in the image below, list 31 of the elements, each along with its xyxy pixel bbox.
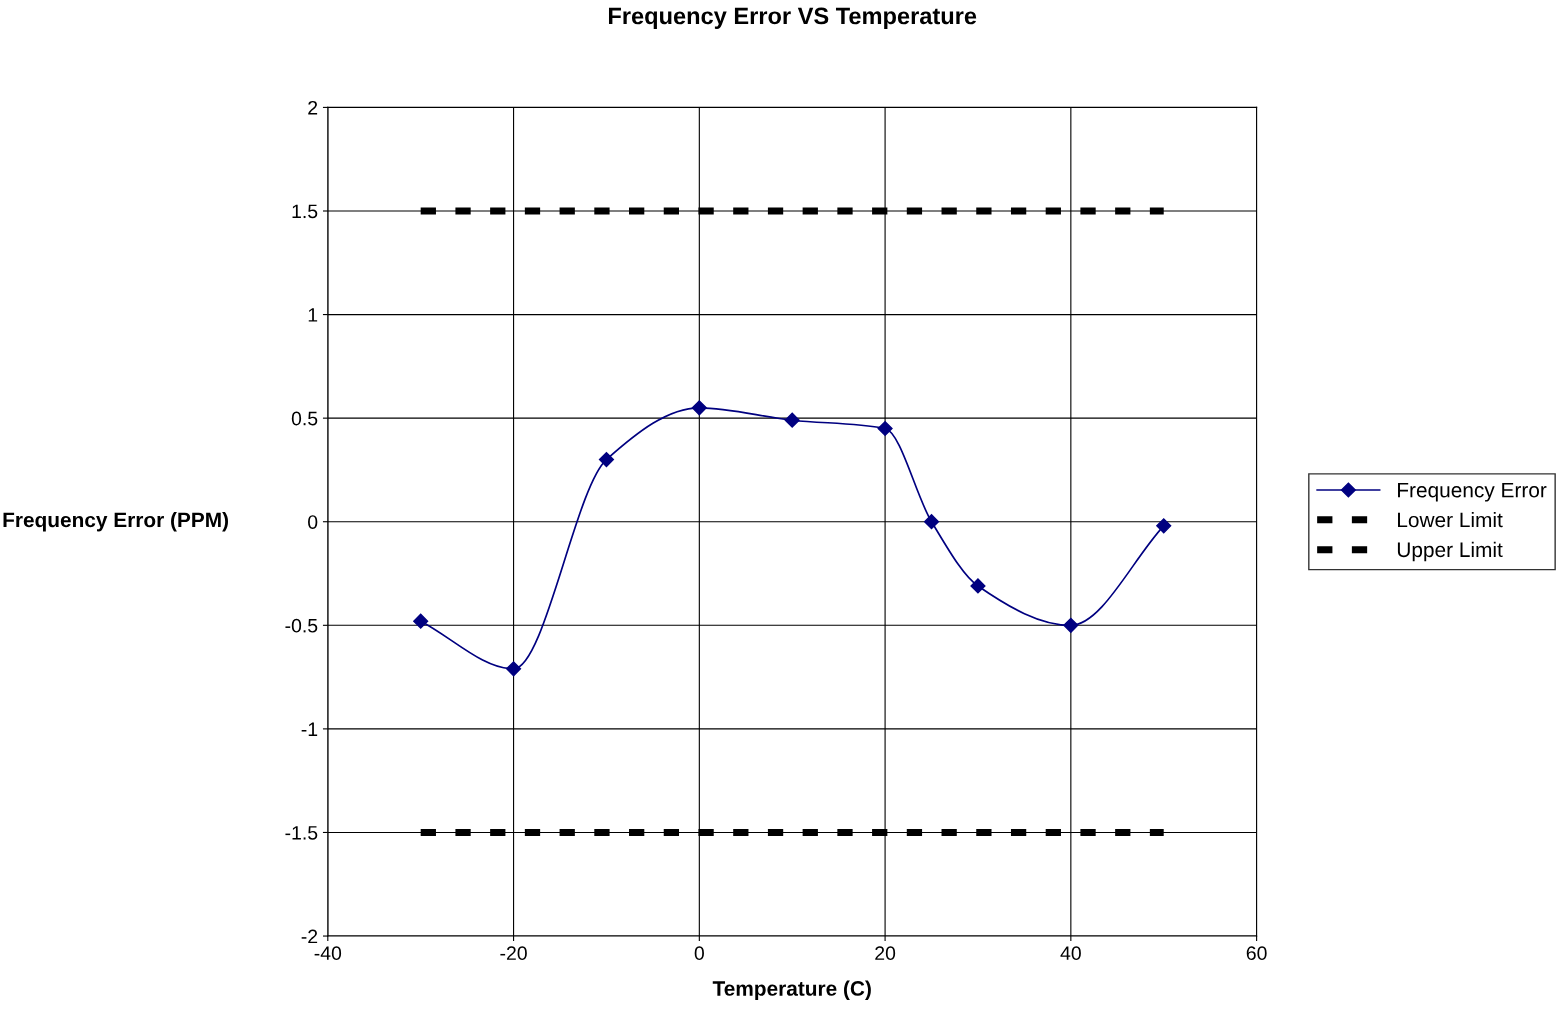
point xyxy=(1063,617,1079,633)
point xyxy=(877,420,893,437)
y-tick-label: -0.5 xyxy=(285,618,318,633)
point xyxy=(598,452,615,468)
legend-label: Frequency Error xyxy=(1398,482,1547,502)
y-tick-label: 2 xyxy=(308,100,318,115)
x-axis-title: Temperature (C) xyxy=(712,980,871,1000)
x-tick-label: 40 xyxy=(1060,946,1081,961)
legend-label: Lower Limit xyxy=(1398,512,1503,528)
legend-label: Upper Limit xyxy=(1397,541,1503,562)
y-tick-label: 1.5 xyxy=(292,204,318,219)
y-tick-label: 1 xyxy=(308,308,318,322)
point xyxy=(691,400,707,416)
point xyxy=(1156,518,1172,534)
y-tick-label: -1 xyxy=(301,722,318,736)
point xyxy=(923,514,940,530)
point xyxy=(784,412,800,428)
point xyxy=(413,613,429,629)
y-axis-title: Frequency Error (PPM) xyxy=(3,512,228,532)
point xyxy=(505,661,522,677)
x-tick-label: -40 xyxy=(314,946,342,961)
x-tick-label: -20 xyxy=(500,946,527,961)
x-tick-label: 60 xyxy=(1246,946,1267,961)
chart-title: Frequency Error VS Temperature xyxy=(608,7,977,29)
y-tick-label: -2 xyxy=(301,929,318,944)
y-tick-label: -1.5 xyxy=(285,826,318,840)
point xyxy=(970,578,986,594)
x-tick-label: 20 xyxy=(875,946,896,961)
x-tick-label: 0 xyxy=(694,946,704,961)
y-tick-label: 0 xyxy=(308,515,318,529)
y-tick-label: 0.5 xyxy=(291,411,318,426)
